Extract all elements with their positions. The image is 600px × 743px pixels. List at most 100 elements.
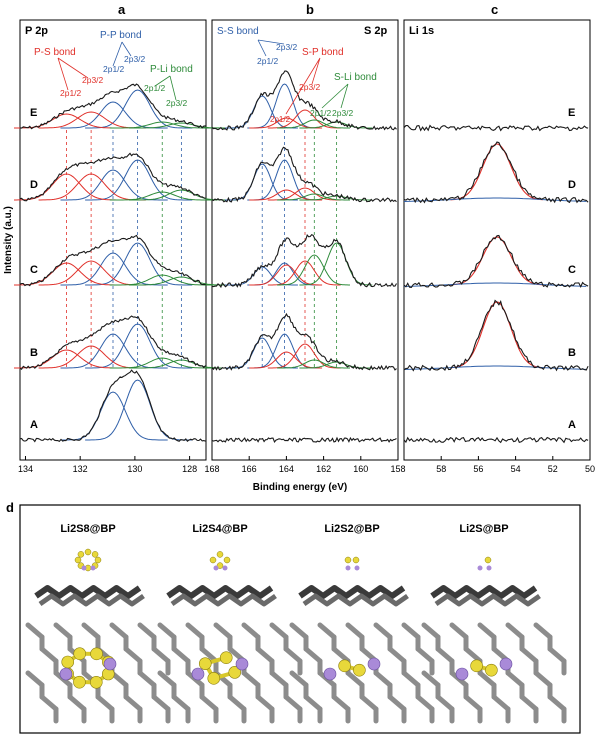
tick-label: 56 xyxy=(473,464,483,474)
lattice-bond xyxy=(151,694,171,712)
spectrum-b-E xyxy=(211,70,397,131)
component-peak xyxy=(14,113,122,129)
sample-label-c: D xyxy=(568,179,576,191)
lithium-atom xyxy=(59,667,73,681)
lattice-bond xyxy=(547,694,567,712)
component-peak xyxy=(277,193,350,201)
lattice-bond xyxy=(171,694,191,712)
ticks-a: 134 132 130 128 xyxy=(18,456,197,474)
lattice-bond xyxy=(373,670,393,688)
spectrum-line xyxy=(19,234,206,287)
lattice-bond xyxy=(269,670,289,688)
sulfur-atom xyxy=(198,657,212,670)
sli-bond-label: S-Li bond xyxy=(334,72,377,83)
tick-label: 54 xyxy=(511,464,521,474)
sample-label-c: B xyxy=(568,347,576,359)
lattice-bond xyxy=(227,694,247,712)
tick-label: 160 xyxy=(353,464,368,474)
lattice-bond xyxy=(505,670,525,688)
component-peak xyxy=(109,357,217,369)
tick-label: 158 xyxy=(390,464,405,474)
lattice-bond xyxy=(345,622,365,640)
annotations-b: S-S bond S-P bond S-Li bond 2p3/2 2p1/2 … xyxy=(217,26,377,124)
phosphorene-sheet xyxy=(434,593,541,607)
lithium-atom xyxy=(477,565,483,571)
phosphorene-sheet xyxy=(298,585,406,599)
spectrum-c-E xyxy=(403,124,589,132)
spectra-s2p xyxy=(211,70,397,443)
sample-label-c: E xyxy=(568,107,575,119)
sulfur-atom xyxy=(77,551,85,558)
tick-label: 164 xyxy=(279,464,294,474)
sample-label-a: C xyxy=(30,264,38,276)
lattice-bond xyxy=(123,694,143,712)
lattice-bond xyxy=(199,646,219,664)
lattice-bond xyxy=(213,622,233,640)
annotations-a: P-S bond P-P bond P-Li bond 2p1/2 2p3/2 … xyxy=(34,30,193,108)
lattice-bond xyxy=(317,622,337,640)
phosphorene-sheet xyxy=(170,593,277,607)
pli-2p12-label: 2p1/2 xyxy=(144,83,166,93)
lithium-atom xyxy=(367,657,381,671)
lattice-bond xyxy=(477,622,497,640)
lattice-bond xyxy=(547,646,567,664)
lattice-bond xyxy=(123,646,143,664)
phosphorene-sheet xyxy=(34,585,142,599)
ps-2p32-label: 2p3/2 xyxy=(82,75,104,85)
lattice-bond xyxy=(241,670,261,688)
dashed-guides-b xyxy=(261,130,338,370)
lithium-atom xyxy=(191,667,205,681)
component-peak xyxy=(85,89,193,129)
structure-label: Li2S8@BP xyxy=(60,523,115,535)
lattice-bond xyxy=(449,622,469,640)
component-peak xyxy=(85,379,193,441)
sulfur-atom xyxy=(73,647,87,661)
panel-title-c: Li 1s xyxy=(409,25,434,37)
sulfur-atom xyxy=(338,659,351,673)
spectrum-line xyxy=(403,124,589,132)
component-peak xyxy=(249,351,323,369)
lithium-atom xyxy=(235,657,249,671)
sample-label-a: B xyxy=(30,347,38,359)
lattice-bond xyxy=(157,670,177,688)
lattice-bond xyxy=(289,622,309,640)
structure-label: Li2S2@BP xyxy=(324,523,379,535)
sulfur-atom xyxy=(94,556,102,564)
tick-label: 58 xyxy=(436,464,446,474)
pli-bond-label: P-Li bond xyxy=(150,64,193,75)
tick-label: 168 xyxy=(204,464,219,474)
component-peak xyxy=(267,260,341,286)
pp-2p12-label: 2p1/2 xyxy=(103,64,125,74)
tick-label: 52 xyxy=(548,464,558,474)
lattice-bond xyxy=(81,622,101,640)
sample-label-a: D xyxy=(30,179,38,191)
sample-label-a: A xyxy=(30,419,38,431)
sulfur-atom xyxy=(73,675,86,689)
lattice-bond xyxy=(359,694,379,712)
lattice-bond xyxy=(283,694,303,712)
lattice-bond xyxy=(331,646,351,664)
sulfur-atom xyxy=(90,647,103,661)
spectra-p2p xyxy=(14,83,237,443)
sp-bond-label: S-P bond xyxy=(302,47,344,58)
lattice-bond xyxy=(289,670,309,688)
phosphorene-sheet xyxy=(38,593,145,607)
spectrum-line xyxy=(211,146,397,203)
sli-arrows xyxy=(321,83,349,109)
lattice-bond xyxy=(435,646,455,664)
lattice-bond xyxy=(477,670,497,688)
spectrum-b-A xyxy=(211,436,397,443)
lithium-atom xyxy=(222,565,228,571)
spectrum-line xyxy=(19,152,206,202)
sample-label-a: E xyxy=(30,107,37,119)
spectrum-line xyxy=(403,141,589,204)
frame-b xyxy=(211,19,399,461)
phosphorene-sheet xyxy=(430,585,538,599)
sulfur-atom xyxy=(353,663,366,677)
lattice-bond xyxy=(137,622,157,640)
lithium-atom xyxy=(354,565,360,571)
sulfur-atom xyxy=(228,666,242,679)
tick-label: 130 xyxy=(127,464,142,474)
pli-2p32-label: 2p3/2 xyxy=(166,98,188,108)
